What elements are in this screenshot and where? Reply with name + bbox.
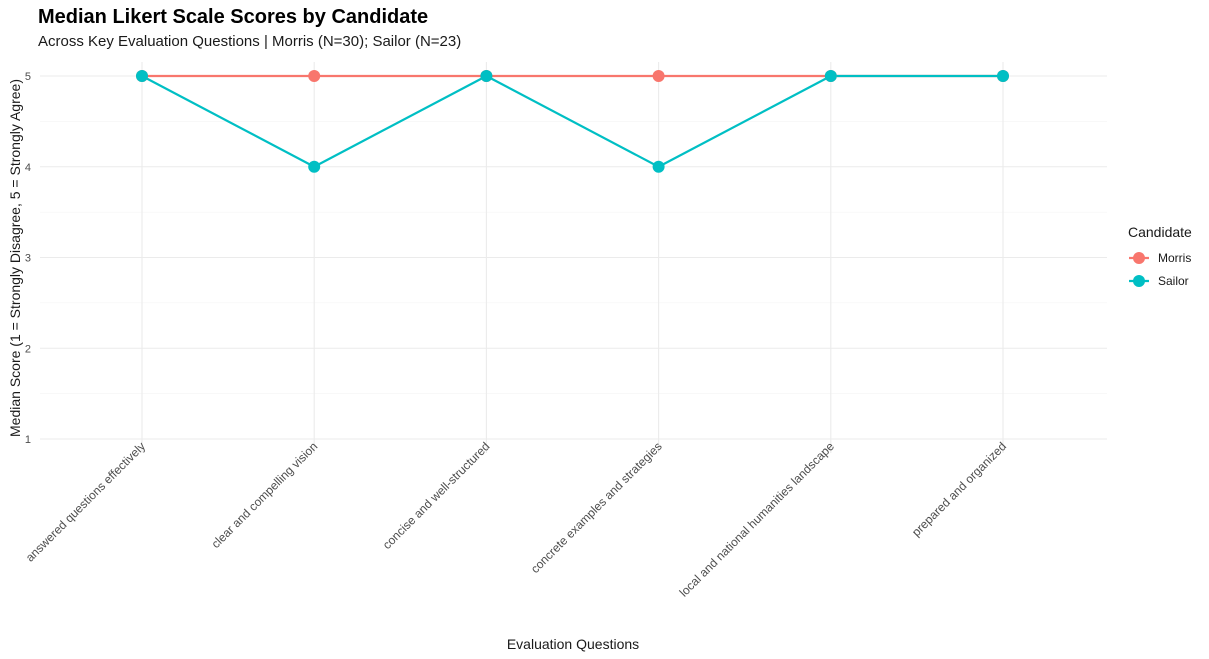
y-tick-label: 2 xyxy=(25,343,31,355)
minor-gridlines xyxy=(40,121,1107,394)
x-tick-label: prepared and organized xyxy=(909,439,1009,539)
x-axis-title: Evaluation Questions xyxy=(507,636,639,652)
x-tick-label: answered questions effectively xyxy=(23,439,148,564)
y-tick-label: 1 xyxy=(25,434,31,446)
data-point-sailor xyxy=(480,70,493,82)
chart-subtitle: Across Key Evaluation Questions | Morris… xyxy=(38,33,462,50)
legend-key-point xyxy=(1133,252,1145,264)
data-point-sailor xyxy=(308,160,321,173)
legend-key-point xyxy=(1133,275,1145,287)
data-point-sailor xyxy=(824,70,837,82)
y-tick-label: 3 xyxy=(25,253,31,265)
x-tick-label: clear and compelling vision xyxy=(209,439,321,551)
y-tick-label: 5 xyxy=(25,71,31,83)
x-tick-label: concise and well-structured xyxy=(380,439,493,552)
x-axis-ticks: answered questions effectively clear and … xyxy=(23,439,1009,600)
chart-title: Median Likert Scale Scores by Candidate xyxy=(38,6,429,28)
data-point-sailor xyxy=(136,70,148,82)
data-point-sailor xyxy=(652,160,665,173)
series-lines xyxy=(141,74,1003,168)
series-points xyxy=(136,70,1009,173)
x-tick-label: local and national humanities landscape xyxy=(677,439,838,600)
legend-label: Sailor xyxy=(1158,274,1189,288)
data-point-morris xyxy=(652,70,665,82)
legend-title: Candidate xyxy=(1128,224,1192,240)
series-line-sailor xyxy=(141,74,1003,168)
x-tick-label: concrete examples and strategies xyxy=(528,439,665,576)
legend: Candidate Morris Sailor xyxy=(1128,224,1192,288)
data-point-sailor xyxy=(997,70,1009,82)
legend-label: Morris xyxy=(1158,251,1191,265)
y-axis-ticks: 1 2 3 4 5 xyxy=(25,71,31,446)
y-axis-title: Median Score (1 = Strongly Disagree, 5 =… xyxy=(7,79,23,437)
major-gridlines xyxy=(40,62,1107,453)
y-tick-label: 4 xyxy=(25,162,31,174)
data-point-morris xyxy=(308,70,321,82)
